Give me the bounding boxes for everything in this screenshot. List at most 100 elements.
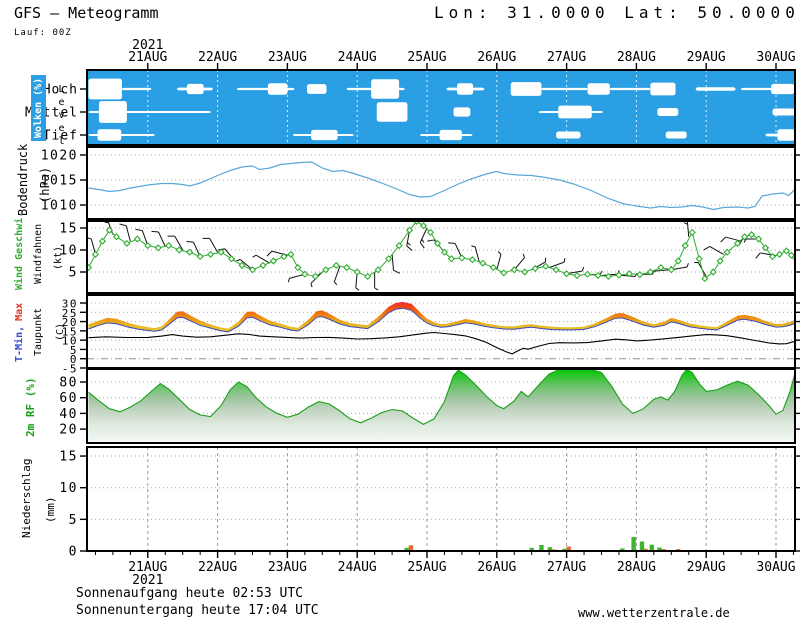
wind-barb-tick — [421, 239, 425, 243]
wind-barb-tick — [119, 223, 127, 227]
cloud-blob — [97, 129, 122, 141]
cloud-blob — [558, 105, 592, 119]
date-label: 22AUG — [198, 560, 237, 575]
pressure-panel-border — [86, 146, 796, 220]
temp-panel-label: T-Min, Max — [14, 303, 25, 362]
wind-barb — [419, 227, 428, 243]
wind-speed-marker — [175, 246, 183, 254]
wind-speed-marker — [695, 255, 703, 263]
wind-barb-tick — [407, 242, 411, 246]
cloud-blob — [510, 82, 542, 96]
rh-panel-border — [86, 368, 796, 444]
wind-speed-marker — [747, 231, 756, 239]
wind-speed-marker — [301, 270, 309, 278]
temp-min-label: T-Min, — [14, 325, 25, 362]
wind-barb-tick — [563, 258, 566, 263]
wind-speed-marker — [734, 239, 742, 247]
wind-speed-marker — [510, 266, 518, 274]
wind-speed-marker — [768, 253, 777, 261]
precip-bar — [649, 544, 654, 551]
wind-barbs-label: Windfahnen — [33, 223, 44, 284]
date-label: 28AUG — [617, 50, 656, 65]
tick-label: 5 — [69, 266, 78, 281]
wind-speed-marker — [594, 271, 602, 280]
wind-speed-marker — [419, 222, 428, 230]
precip-bar — [408, 545, 414, 551]
tick-label: 10 — [62, 335, 78, 348]
wind-barb — [125, 225, 131, 242]
clouds-panel-border — [86, 69, 796, 146]
wind-barb — [474, 246, 480, 263]
date-label: 29AUG — [687, 50, 726, 65]
wind-speed-marker — [458, 254, 466, 262]
precip-bar — [566, 546, 571, 551]
wind-speed-marker — [500, 269, 508, 277]
wind-speed-marker — [636, 271, 644, 279]
date-label: 25AUG — [407, 560, 446, 575]
wind-speed-marker — [573, 271, 581, 280]
wind-barb — [239, 259, 253, 271]
date-label: 26AUG — [477, 50, 516, 65]
wind-speed-marker — [105, 226, 113, 234]
cloud-blob — [371, 79, 400, 99]
wind-speed-marker — [489, 264, 497, 272]
wind-speed-marker — [322, 266, 330, 274]
page-title: GFS – Meteogramm — [14, 4, 159, 22]
wind-barb-tick — [720, 236, 726, 243]
model-run-label: Lauf: 00Z — [14, 28, 72, 38]
rh-layer — [88, 369, 795, 443]
date-label: 24AUG — [338, 50, 377, 65]
wind-speed-marker — [531, 264, 539, 273]
wind-barb-tick — [419, 242, 425, 249]
wind-barb-tick — [703, 245, 711, 251]
wind-speed-marker — [433, 239, 442, 247]
pressure-panel-label: Bodendruck — [16, 143, 30, 216]
tick-label: 40 — [59, 407, 78, 422]
temp-band — [88, 301, 795, 332]
wind-speed-marker — [186, 248, 194, 256]
wind-barb-tick — [683, 222, 688, 225]
cloud-blob — [541, 87, 588, 91]
wind-barb-tick — [471, 245, 476, 248]
wind-speed-marker — [332, 261, 340, 269]
wind-speed-marker — [385, 255, 393, 263]
precip-bar — [639, 541, 645, 551]
dewpoint-label: Taupunkt — [33, 307, 44, 356]
wind-speed-marker — [426, 228, 435, 236]
wind-barb-tick — [522, 253, 526, 258]
wind-barb-tick — [287, 278, 290, 283]
precip-bar — [529, 547, 534, 551]
tick-label: 5 — [70, 344, 78, 357]
wind-barb — [158, 231, 166, 247]
wind-barb-tick — [135, 228, 143, 232]
wind-barb — [709, 245, 724, 255]
temp-layer — [88, 301, 795, 355]
dewpoint-line — [88, 331, 795, 355]
wind-barb-tick — [497, 251, 502, 255]
wind-layer — [87, 221, 795, 291]
cloud-blob — [650, 82, 676, 96]
wind-speed-marker — [625, 270, 633, 278]
wind-barb — [653, 269, 670, 272]
rh-line — [88, 369, 795, 426]
precip-layer — [404, 537, 681, 551]
wind-speed-marker — [112, 233, 120, 241]
wind-speed-marker — [468, 256, 476, 264]
precip-bar — [539, 544, 544, 551]
cloud-blob — [376, 102, 408, 122]
wind-barb-tick — [355, 287, 360, 291]
tick-label: 25 — [62, 307, 78, 320]
wind-barb — [686, 221, 690, 237]
date-label: 28AUG — [617, 560, 656, 575]
temp-max-label: Max — [14, 302, 25, 321]
tick-label: 1010 — [41, 199, 78, 214]
wind-speed-marker — [542, 262, 550, 270]
date-label: 21AUG — [128, 50, 167, 65]
clouds-layer — [88, 70, 795, 145]
wind-barb-tick — [427, 239, 435, 242]
pressure-unit-label: (hPa) — [38, 166, 52, 203]
date-label: 27AUG — [547, 560, 586, 575]
wind-speed-marker — [133, 235, 141, 243]
cloud-blob — [457, 83, 474, 95]
wind-speed-marker — [447, 255, 456, 263]
